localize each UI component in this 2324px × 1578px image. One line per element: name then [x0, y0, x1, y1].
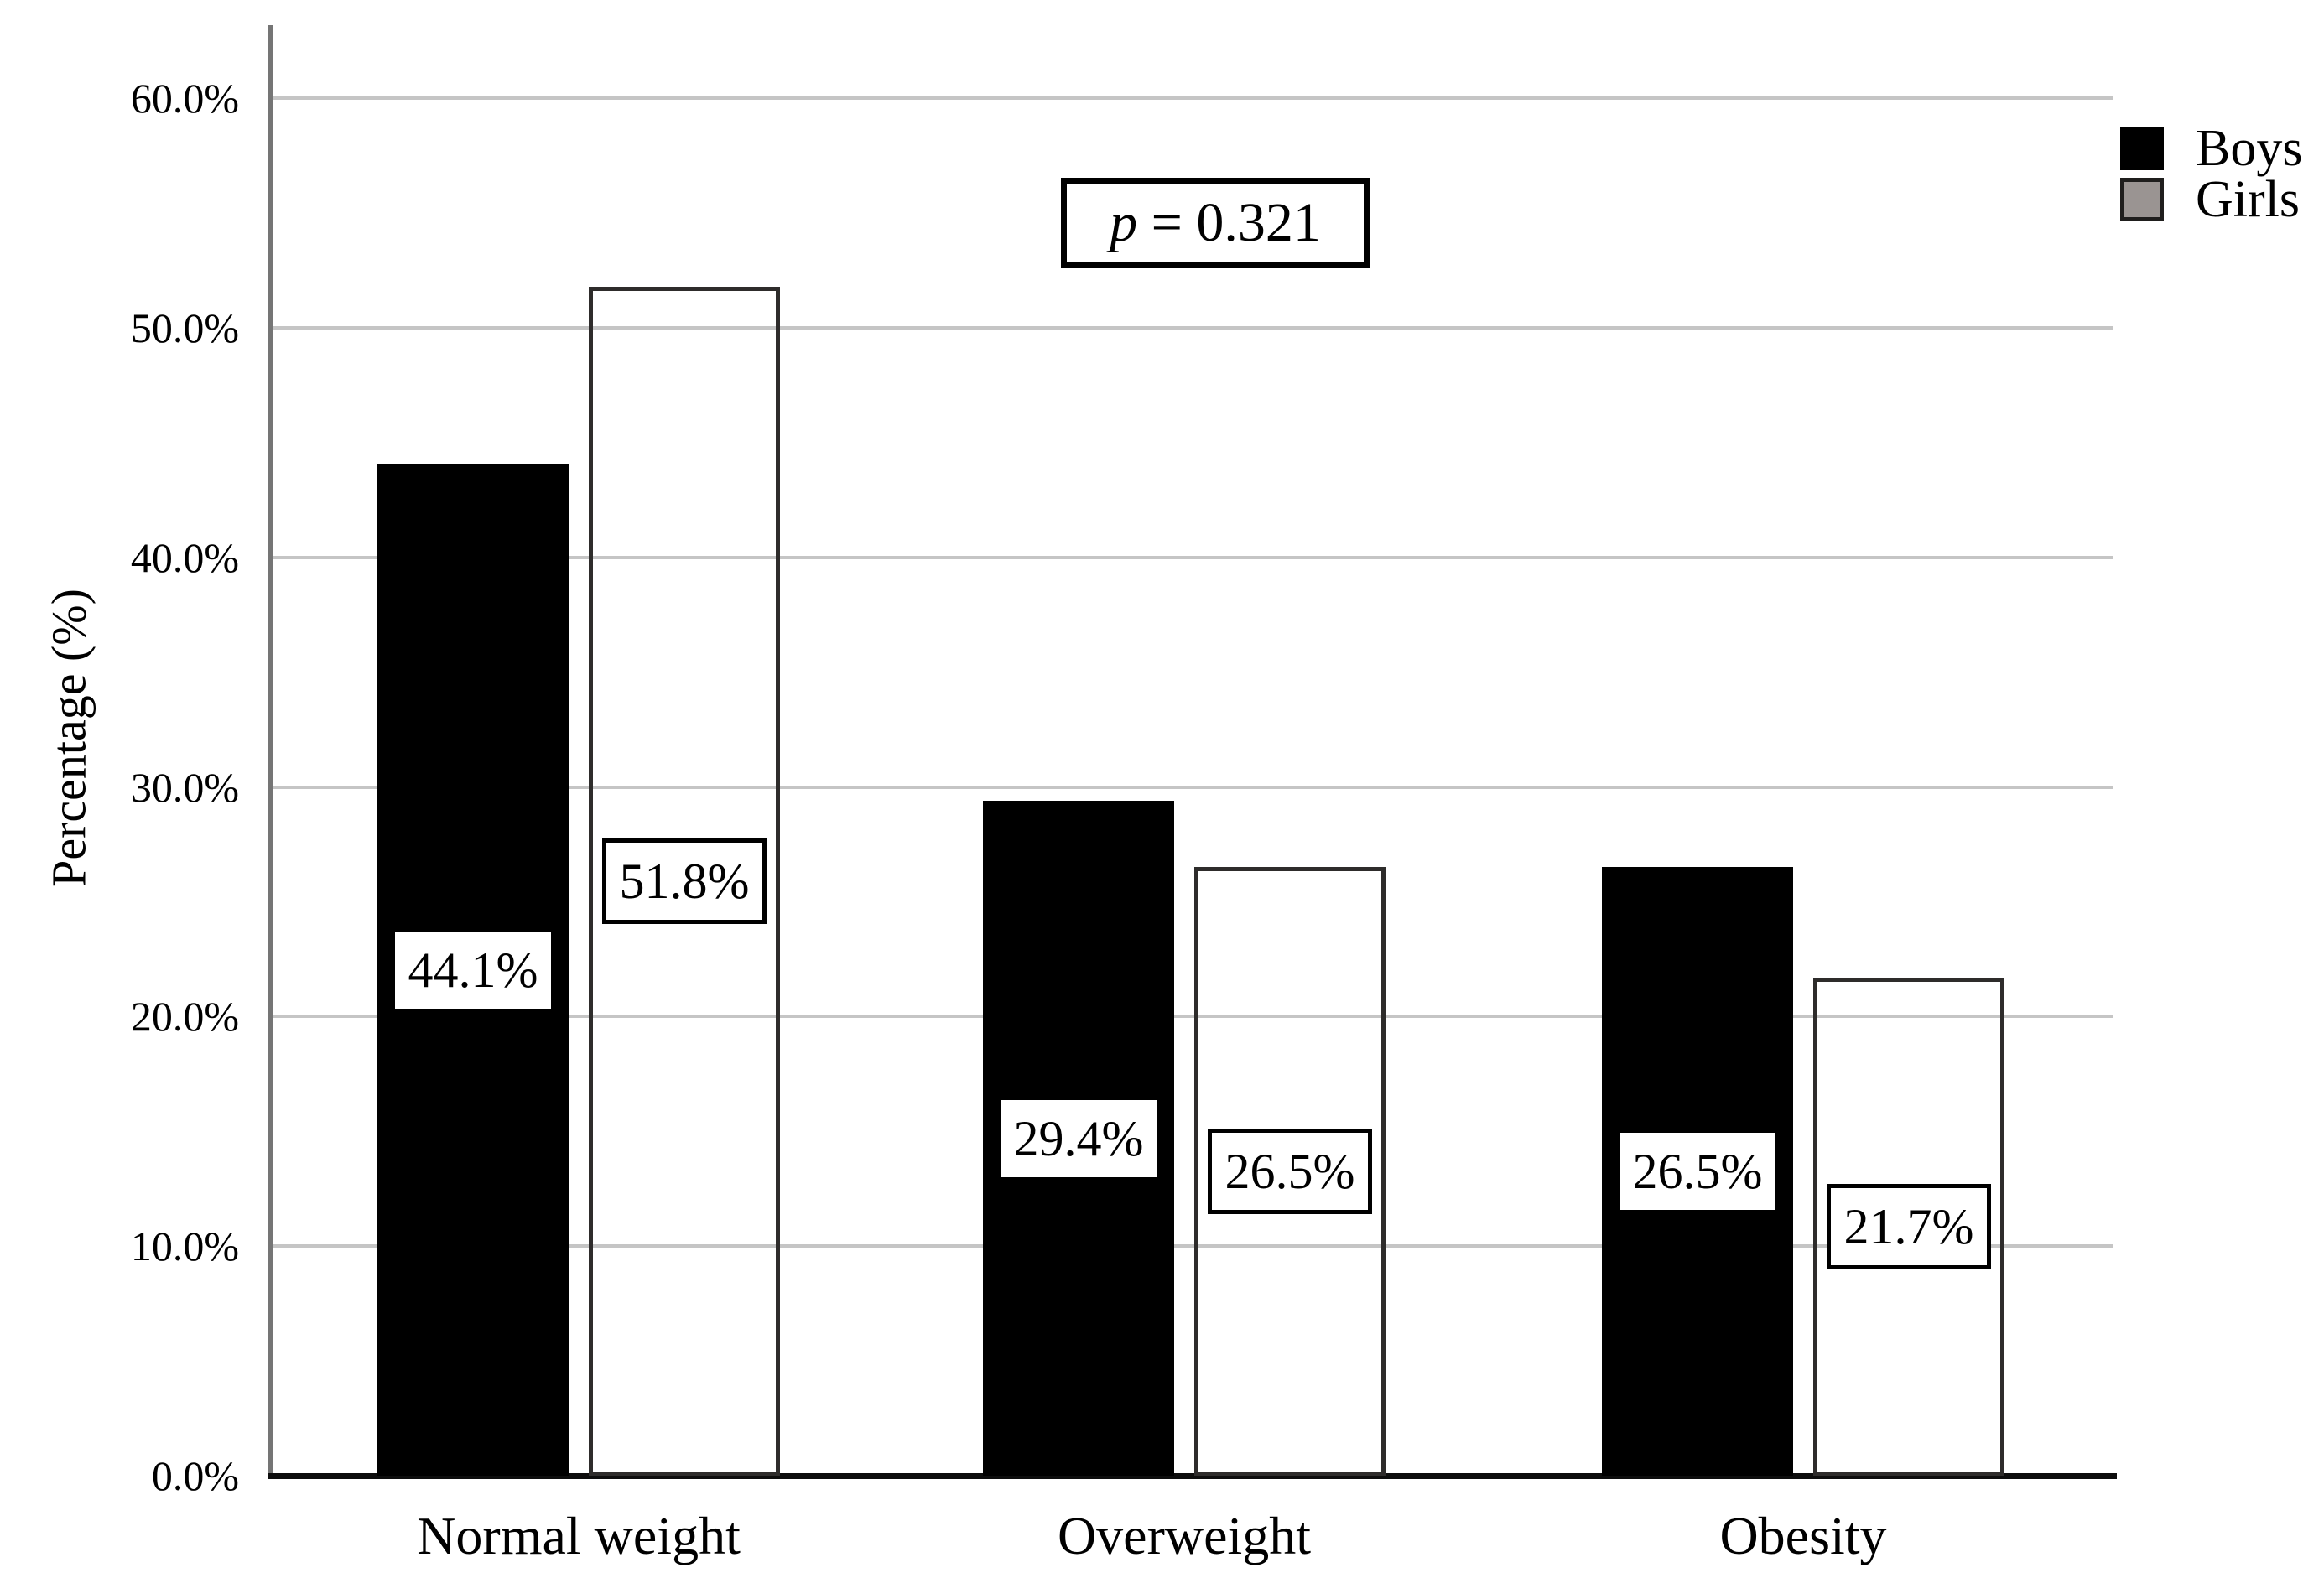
legend-label-girls: Girls [2196, 171, 2300, 228]
y-axis-line [268, 25, 273, 1476]
gridline-10 [271, 1244, 2113, 1248]
y-tick-label-50: 50.0% [130, 304, 239, 351]
category-label-overweight: Overweight [1057, 1506, 1312, 1565]
legend-row-girls: Girls [2120, 171, 2302, 228]
y-tick-label-20: 20.0% [130, 993, 239, 1041]
value-label-girls-obesity: 21.7% [1827, 1184, 1991, 1269]
bar-girls-normal-weight [589, 287, 780, 1476]
bar-girls-obesity [1813, 978, 2004, 1476]
y-tick-label-0: 0.0% [151, 1452, 239, 1499]
p-symbol: p [1110, 192, 1138, 253]
legend-swatch-boys [2120, 127, 2164, 170]
gridline-60 [271, 96, 2113, 101]
y-tick-label-30: 30.0% [130, 763, 239, 811]
value-label-boys-obesity: 26.5% [1615, 1129, 1780, 1214]
value-label-boys-overweight: 29.4% [996, 1095, 1161, 1181]
legend-swatch-girls [2120, 178, 2164, 221]
value-label-girls-normal-weight: 51.8% [602, 838, 767, 924]
y-tick-label-60: 60.0% [130, 75, 239, 122]
y-axis-title: Percentage (%) [41, 589, 96, 887]
gridline-40 [271, 555, 2113, 559]
p-value-annotation: p = 0.321 [1061, 178, 1370, 268]
gridline-30 [271, 785, 2113, 789]
gridline-20 [271, 1015, 2113, 1019]
x-axis-line [268, 1473, 2117, 1479]
category-label-obesity: Obesity [1719, 1506, 1887, 1565]
p-value-text: = 0.321 [1137, 192, 1321, 253]
bar-girls-overweight [1194, 867, 1386, 1476]
gridline-50 [271, 326, 2113, 330]
value-label-boys-normal-weight: 44.1% [391, 927, 555, 1013]
legend-label-boys: Boys [2196, 120, 2303, 177]
y-tick-label-10: 10.0% [130, 1222, 239, 1270]
legend-row-boys: Boys [2120, 120, 2303, 177]
category-label-normal-weight: Normal weight [417, 1506, 741, 1565]
value-label-girls-overweight: 26.5% [1208, 1129, 1372, 1214]
legend: Boys Girls [2120, 120, 2303, 229]
y-tick-label-40: 40.0% [130, 533, 239, 581]
